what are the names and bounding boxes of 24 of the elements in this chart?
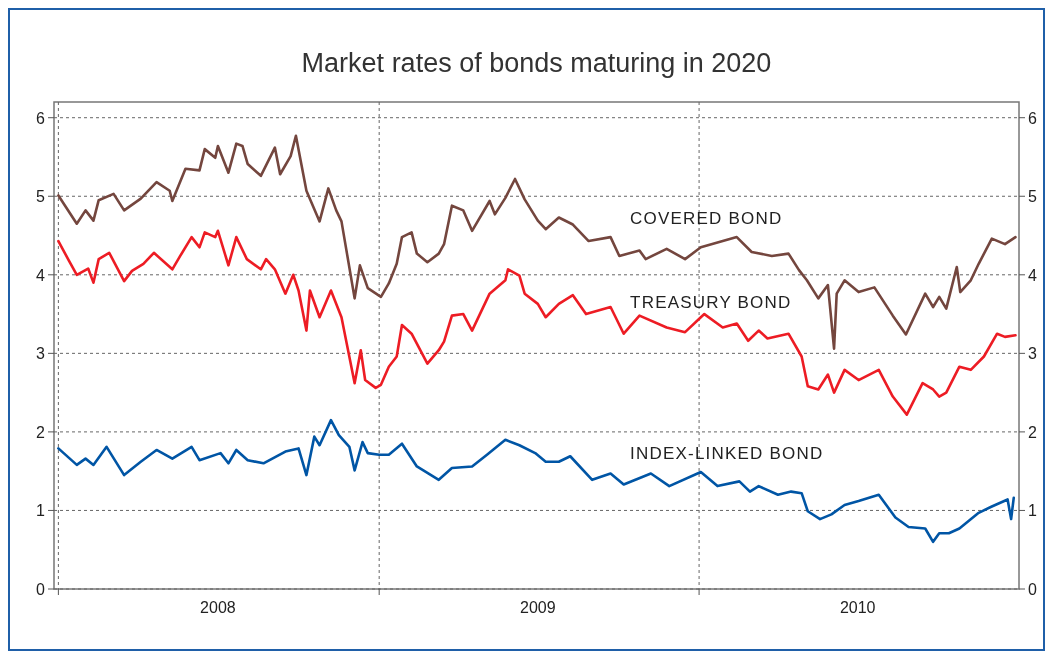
x-tick-label: 2010: [839, 599, 876, 616]
line-series: [57, 134, 1017, 350]
x-tick-label: 2009: [520, 599, 556, 616]
y-tick-label: 0: [36, 581, 46, 598]
y2-tick-label: 3: [1028, 345, 1037, 363]
y2-tick-label: 4: [1028, 266, 1037, 284]
y-tick-label: 4: [36, 266, 46, 284]
y-tick-label: 6: [36, 109, 46, 127]
line-series: [57, 418, 1016, 544]
y2-tick-label: 0: [1028, 581, 1037, 598]
y-tick-label: 2: [36, 423, 46, 441]
y2-tick-label: 2: [1028, 423, 1037, 441]
line-series: [57, 229, 1017, 416]
y2-tick-label: 5: [1028, 188, 1037, 206]
y2-tick-label: 6: [1028, 109, 1037, 127]
series-label: TREASURY BOND: [630, 292, 792, 312]
x-tick-label: 2008: [200, 599, 236, 616]
series-label: COVERED BOND: [630, 209, 783, 229]
y2-tick-label: 1: [1028, 502, 1037, 520]
y-tick-label: 5: [36, 188, 46, 206]
y-tick-label: 3: [36, 345, 46, 363]
chart-title: Market rates of bonds maturing in 2020: [301, 48, 772, 78]
y-tick-label: 1: [36, 502, 46, 520]
series-label: INDEX-LINKED BOND: [630, 443, 824, 463]
